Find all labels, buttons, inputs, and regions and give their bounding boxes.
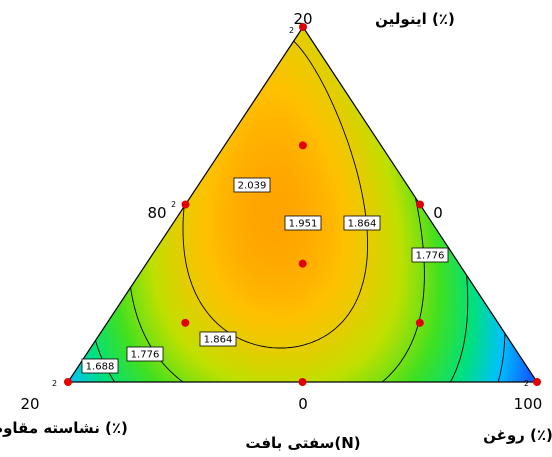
contour-lines — [95, 40, 506, 383]
tick-starch-20: 20 — [20, 395, 39, 413]
replicate-mark-top: 2 — [289, 26, 294, 35]
replicate-mark-left-mid: 2 — [171, 200, 176, 209]
contour-label-text: 1.864 — [348, 219, 377, 230]
contour-label-text: 1.688 — [86, 362, 115, 373]
design-point-0 — [299, 23, 307, 31]
contour-label-2: 1.864 — [343, 215, 381, 231]
contour-label-3: 1.776 — [411, 247, 449, 263]
contour-label-text: 1.864 — [204, 335, 233, 346]
design-point-4 — [416, 200, 424, 209]
tick-oil-100: 100 — [514, 395, 543, 413]
design-point-2 — [533, 378, 541, 386]
tick-oil-0: 0 — [298, 395, 308, 413]
design-point-6 — [298, 259, 307, 268]
contour-label-1: 1.951 — [284, 215, 322, 231]
contour-label-text: 2.039 — [238, 181, 267, 192]
contour-label-5: 1.776 — [126, 346, 164, 362]
contour-label-text: 1.776 — [416, 251, 445, 262]
contour-label-0: 2.039 — [233, 177, 271, 193]
contour-label-4: 1.864 — [199, 331, 237, 347]
design-point-9 — [415, 318, 424, 327]
design-points — [64, 23, 541, 386]
replicate-mark-bottom-right: 2 — [524, 379, 529, 388]
tick-starch-80: 80 — [147, 204, 166, 222]
component-label-resistant-starch: نشاسته مقاوم (٪) — [0, 419, 128, 437]
tick-inulin-max: 20 — [293, 10, 312, 28]
contour-label-6: 1.688 — [81, 358, 119, 374]
contour-labels: 2.039 1.951 1.864 1.776 1.864 1.776 1.688 — [81, 177, 449, 374]
component-label-inulin: اینولین (٪) — [375, 10, 455, 28]
contour-line-3 — [182, 40, 369, 349]
replicate-mark-bottom-left: 2 — [52, 379, 57, 388]
component-label-oil: روغن (٪) — [483, 426, 552, 444]
design-point-1 — [64, 378, 72, 386]
contour-label-text: 1.951 — [289, 219, 318, 230]
design-point-3 — [181, 200, 190, 209]
tick-inulin-min: 0 — [433, 204, 443, 222]
response-label: سفتی بافت(N) — [245, 434, 360, 452]
design-point-7 — [298, 141, 307, 150]
design-point-8 — [181, 318, 190, 327]
contour-label-text: 1.776 — [131, 350, 160, 361]
design-point-5 — [298, 378, 307, 386]
